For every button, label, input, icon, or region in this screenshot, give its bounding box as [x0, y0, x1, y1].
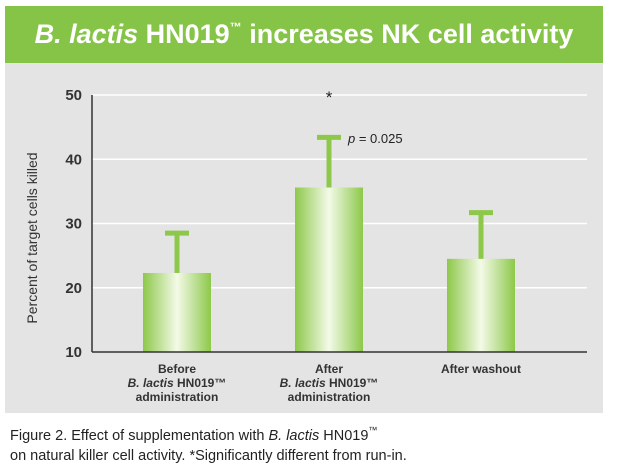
y-tick-label: 40 — [65, 151, 82, 168]
caption-line-1: Figure 2. Effect of supplementation with… — [10, 420, 600, 446]
chart-title: B. lactis HN019™ increases NK cell activ… — [35, 19, 574, 50]
figure-caption: Figure 2. Effect of supplementation with… — [10, 420, 600, 466]
y-tick-label: 50 — [65, 87, 82, 104]
caption-trademark: ™ — [368, 425, 378, 435]
y-tick-label: 30 — [65, 216, 82, 233]
title-trademark: ™ — [229, 20, 242, 34]
title-end: increases NK cell activity — [241, 19, 574, 49]
y-axis-label: Percent of target cells killed — [24, 152, 40, 323]
y-tick-labels: 10 20 30 40 50 — [65, 87, 82, 361]
x-category-label: After B. lactis HN019™ administration — [280, 362, 379, 404]
bar — [295, 187, 363, 352]
p-value-symbol: p — [347, 131, 355, 146]
bar — [143, 272, 211, 352]
bar — [447, 258, 515, 352]
y-tick-label: 20 — [65, 280, 82, 297]
p-value-label: p = 0.025 — [347, 131, 403, 146]
chart-panel: 10 20 30 40 50 Before B. lactis HN019™ adminis… — [5, 63, 603, 413]
caption-prefix: Figure 2. Effect of supplementation with — [10, 428, 269, 444]
x-category-label: After washout — [441, 362, 521, 376]
caption-product: HN019 — [319, 428, 369, 444]
caption-italic: B. lactis — [268, 428, 320, 444]
title-italic: B. lactis — [34, 19, 139, 49]
x-category-labels: Before B. lactis HN019™ administration Afte… — [128, 362, 521, 404]
p-value-text: = 0.025 — [355, 131, 402, 146]
bars — [143, 187, 515, 352]
bar-chart: 10 20 30 40 50 Before B. lactis HN019™ adminis… — [24, 87, 587, 404]
caption-line-2: on natural killer cell activity. *Signif… — [10, 448, 407, 464]
x-category-label: Before B. lactis HN019™ administration — [128, 362, 227, 404]
significance-star: * — [326, 88, 333, 107]
y-tick-label: 10 — [65, 344, 82, 361]
error-bars — [165, 134, 493, 275]
title-rest: HN019 — [138, 19, 230, 49]
title-banner: B. lactis HN019™ increases NK cell activ… — [5, 6, 603, 63]
